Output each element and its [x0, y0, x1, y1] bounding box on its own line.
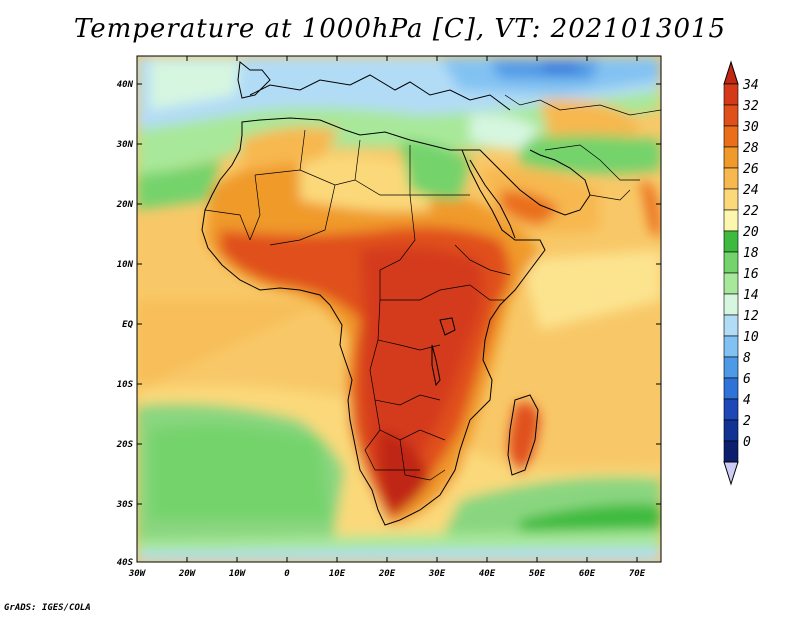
lake-tanganyika	[431, 344, 441, 387]
lon-axis	[186, 56, 638, 562]
colorbar-swatch	[723, 377, 739, 400]
lon-label: 70E	[629, 569, 646, 579]
lat-label: 30S	[116, 500, 134, 510]
colorbar-under-triangle	[723, 461, 739, 486]
colorbar-over-triangle	[723, 60, 739, 85]
lat-label: 40N	[117, 80, 134, 90]
colorbar-swatch	[723, 419, 739, 442]
colorbar-label: 24	[743, 183, 759, 198]
colorbar-label: 12	[743, 309, 759, 324]
colorbar-label: 10	[743, 330, 759, 345]
colorbar-label: 14	[743, 288, 759, 303]
map-title: Temperature at 1000hPa [C], VT: 20210130…	[73, 14, 727, 44]
lat-labels: 40N 30N 20N 10N EQ 10S 20S 30S 40S	[116, 80, 134, 568]
lon-label: 20W	[178, 569, 197, 579]
colorbar-swatch	[723, 314, 739, 337]
map-frame	[136, 55, 662, 563]
colorbar-swatch	[723, 356, 739, 379]
colorbar-swatch	[723, 167, 739, 190]
lat-label: 20N	[116, 200, 134, 210]
lon-label: 40E	[479, 569, 496, 579]
lon-label: 60E	[579, 569, 596, 579]
lat-label: EQ	[122, 320, 133, 330]
colorbar-label: 2	[743, 414, 751, 429]
lat-label: 10S	[117, 380, 134, 390]
madagascar-coast	[507, 394, 539, 476]
colorbar-swatch	[723, 272, 739, 295]
colorbar-label: 26	[743, 162, 759, 177]
credit-text: GrADS: IGES/COLA	[4, 603, 91, 613]
colorbar-swatch	[723, 440, 739, 463]
lon-label: 20E	[378, 569, 396, 579]
colorbar-label: 20	[743, 225, 759, 240]
colorbar-swatch	[723, 293, 739, 316]
lat-label: 40S	[117, 558, 134, 568]
colorbar-label: 30	[742, 120, 759, 135]
colorbar-label: 8	[743, 351, 751, 366]
lat-label: 20S	[116, 440, 134, 450]
lake-victoria	[439, 317, 456, 336]
lon-label: 0	[284, 569, 290, 579]
arabia-coastline	[462, 149, 591, 216]
colorbar-swatch	[723, 335, 739, 358]
lon-label: 30E	[428, 569, 446, 579]
colorbar-label: 4	[743, 393, 751, 408]
lat-axis	[137, 83, 661, 505]
country-borders	[204, 94, 661, 481]
mediterranean-north	[249, 74, 511, 111]
colorbar-label: 0	[743, 435, 751, 450]
lat-label: 30N	[116, 140, 134, 150]
lat-label: 10N	[117, 260, 134, 270]
iberia-coast	[237, 61, 271, 99]
colorbar-swatch	[723, 398, 739, 421]
colorbar-swatch	[723, 83, 739, 106]
colorbar-swatch	[723, 230, 739, 253]
colorbar-label: 18	[743, 246, 759, 261]
red-sea-coast	[469, 159, 516, 239]
lon-label: 10E	[329, 569, 346, 579]
colorbar-label: 32	[742, 99, 759, 114]
coastlines	[201, 61, 591, 526]
africa-coastline	[201, 117, 546, 526]
temperature-field	[137, 56, 661, 562]
colorbar-swatch	[723, 104, 739, 127]
colorbar-swatch	[723, 188, 739, 211]
lon-label: 50E	[529, 569, 546, 579]
colorbar-label: 22	[743, 204, 759, 219]
lon-label: 30W	[128, 569, 147, 579]
colorbar-label: 6	[743, 372, 751, 387]
colorbar-swatch	[723, 125, 739, 148]
colorbar-label: 28	[743, 141, 759, 156]
colorbar-swatch	[723, 146, 739, 169]
colorbar-label: 34	[742, 78, 759, 93]
lon-label: 10W	[229, 569, 247, 579]
lon-labels: 30W 20W 10W 0 10E 20E 30E 40E 50E 60E 70…	[128, 569, 646, 579]
colorbar-swatch	[723, 209, 739, 232]
colorbar-label: 16	[743, 267, 759, 282]
colorbar-swatch	[723, 251, 739, 274]
